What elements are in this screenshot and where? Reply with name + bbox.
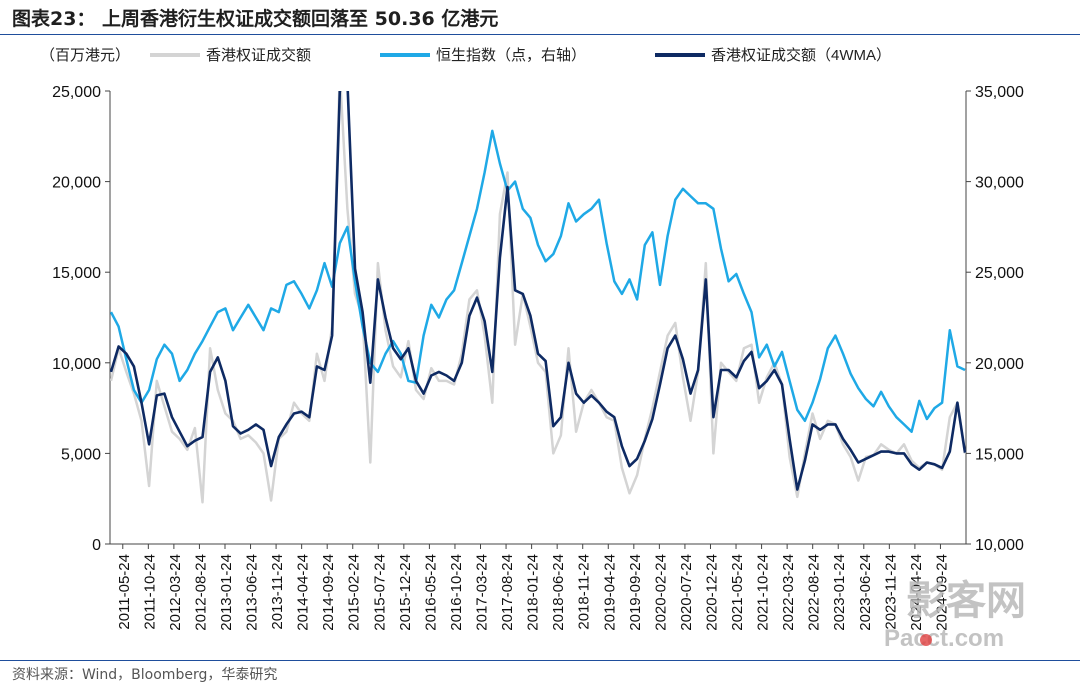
x-tick-label: 2017-08-24 [499,554,516,631]
chart-title: 图表23： 上周香港衍生权证成交额回落至 50.36 亿港元 [12,8,499,30]
x-tick-label: 2023-01-24 [831,554,848,631]
left-axis-ticks: 0 5,000 10,000 15,000 20,000 25,000 [52,84,110,554]
x-tick-label: 2020-07-24 [678,554,695,631]
watermark-en: Pacct.com [884,625,1004,652]
x-tick-label: 2013-11-24 [269,554,286,630]
x-tick-label: 2014-04-24 [295,554,312,631]
x-tick-label: 2022-08-24 [806,554,823,631]
legend-unit-label: （百万港元） [40,47,130,64]
x-tick-label: 2022-03-24 [780,554,797,631]
legend-label-hsi: 恒生指数（点，右轴） [436,47,586,64]
x-tick-label: 2013-01-24 [218,554,235,631]
left-tick-label: 20,000 [52,175,101,192]
x-tick-label: 2013-06-24 [244,554,261,631]
x-tick-label: 2016-10-24 [448,554,465,631]
x-tick-label: 2024-09-24 [933,554,950,631]
chart: （百万港元） 香港权证成交额 恒生指数（点，右轴） 香港权证成交额（4WMA） … [40,46,1024,631]
x-tick-label: 2011-05-24 [116,554,133,630]
x-tick-label: 2023-06-24 [857,554,874,631]
x-tick-label: 2024-04-24 [908,554,925,631]
right-tick-label: 15,000 [975,446,1024,463]
x-tick-label: 2012-03-24 [167,554,184,631]
x-tick-label: 2015-07-24 [371,554,388,631]
x-tick-label: 2014-09-24 [320,554,337,631]
x-tick-label: 2020-12-24 [703,554,720,631]
x-tick-label: 2020-02-24 [652,554,669,631]
x-tick-label: 2016-05-24 [422,554,439,631]
x-tick-label: 2023-11-24 [882,554,899,630]
watermark: 影客网 Pacct.com [866,568,1066,658]
x-tick-label: 2019-04-24 [601,554,618,631]
x-tick-label: 2017-03-24 [474,554,491,631]
x-tick-label: 2015-12-24 [397,554,414,631]
x-tick-label: 2021-10-24 [755,554,772,631]
x-tick-label: 2018-06-24 [550,554,567,631]
x-tick-label: 2019-09-24 [627,554,644,631]
bottom-rule [0,660,1080,661]
right-tick-label: 20,000 [975,356,1024,373]
x-tick-label: 2018-11-24 [576,554,593,630]
series-layer [110,91,966,504]
x-axis-ticks: 2011-05-24 2011-10-24 2012-03-24 2012-08-24… [116,544,950,631]
source-note: 资料来源：Wind，Bloomberg，华泰研究 [12,667,278,683]
right-tick-label: 35,000 [975,84,1024,101]
watermark-cn: 影客网 [906,579,1026,623]
legend-label-raw: 香港权证成交额 [206,46,311,64]
right-tick-label: 25,000 [975,265,1024,282]
watermark-dot [920,634,932,646]
top-rule [0,34,1080,35]
left-tick-label: 5,000 [61,446,101,463]
x-tick-label: 2018-01-24 [525,554,542,631]
left-tick-label: 15,000 [52,265,101,282]
x-tick-label: 2015-02-24 [346,554,363,631]
legend-label-4wma: 香港权证成交额（4WMA） [711,46,891,64]
x-tick-label: 2011-10-24 [141,554,158,630]
series-line-hsi [110,129,966,433]
x-tick-label: 2012-08-24 [192,554,209,631]
right-axis-ticks: 10,000 15,000 20,000 25,000 30,000 35,000 [966,84,1024,554]
legend: （百万港元） 香港权证成交额 恒生指数（点，右轴） 香港权证成交额（4WMA） [40,46,891,64]
series-line-raw [110,91,966,504]
right-tick-label: 30,000 [975,175,1024,192]
left-tick-label: 10,000 [52,356,101,373]
left-tick-label: 25,000 [52,84,101,101]
series-line-4wma [110,91,966,491]
x-tick-label: 2021-05-24 [729,554,746,631]
left-tick-label: 0 [92,537,101,554]
right-tick-label: 10,000 [975,537,1024,554]
